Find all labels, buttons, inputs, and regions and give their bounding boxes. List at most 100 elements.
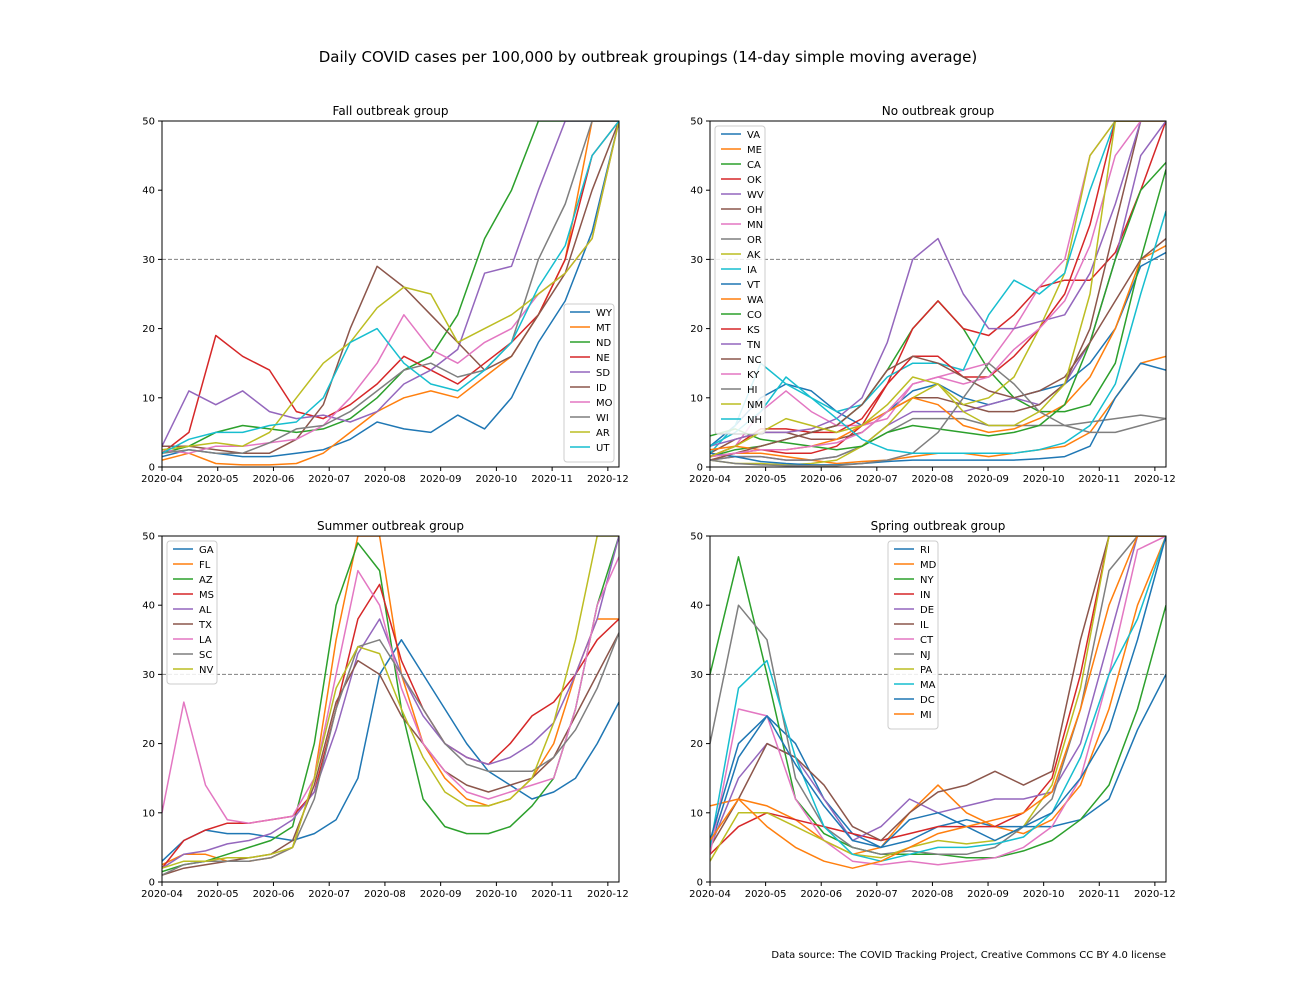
legend-label: WY (596, 308, 613, 319)
series-group (710, 121, 1166, 467)
axes-frame (709, 535, 1167, 883)
y-tick-label: 50 (142, 117, 155, 128)
y-tick-label: 20 (142, 739, 155, 750)
x-tick-label: 2020-10 (1023, 889, 1065, 900)
y-tick-label: 40 (690, 601, 703, 612)
y-tick-label: 50 (690, 532, 703, 543)
legend-label: NV (199, 665, 213, 676)
legend-label: MI (920, 710, 932, 721)
legend-label: ME (747, 145, 762, 156)
legend-label: VT (747, 280, 761, 291)
series-line-in (710, 536, 1166, 855)
series-line-ne (162, 121, 619, 454)
legend-label: HI (747, 385, 757, 396)
series-line-pa (710, 536, 1166, 862)
series-line-co (710, 161, 1166, 451)
series-line-nv (162, 536, 619, 869)
series-line-nh (710, 210, 1166, 454)
x-tick-label: 2020-04 (141, 889, 183, 900)
legend-label: DE (920, 605, 934, 616)
x-tick-label: 2020-06 (253, 889, 295, 900)
x-tick-label: 2020-05 (197, 474, 239, 485)
legend-label: IL (920, 620, 929, 631)
panel-3: Summer outbreak group 2020-04 2020-05 2020-… (141, 519, 629, 900)
legend-label: VA (747, 130, 760, 141)
legend-label: NH (747, 415, 762, 426)
legend-label: AK (747, 250, 761, 261)
legend-label: OK (747, 175, 762, 186)
legend-box (166, 540, 218, 685)
x-tick-label: 2020-10 (475, 889, 517, 900)
panel-title: Spring outbreak group (871, 519, 1006, 533)
legend-label: WI (596, 413, 609, 424)
series-line-vt (710, 362, 1166, 466)
legend-label: TN (746, 340, 761, 351)
axes-frame (709, 120, 1167, 468)
legend-label: SD (596, 368, 610, 379)
series-line-me (710, 355, 1166, 465)
y-tick-label: 30 (142, 670, 155, 681)
legend-label: WA (747, 295, 763, 306)
legend-box (714, 125, 766, 435)
y-tick-label: 0 (149, 463, 155, 474)
y-tick-label: 10 (690, 808, 703, 819)
legend-label: AZ (199, 575, 213, 586)
x-tick-label: 2020-07 (308, 889, 350, 900)
x-tick-label: 2020-05 (745, 889, 787, 900)
series-line-ks (710, 121, 1166, 458)
y-tick-label: 30 (142, 255, 155, 266)
series-line-nj (710, 536, 1166, 856)
series-line-ma (710, 536, 1166, 862)
series-line-sc (162, 632, 619, 876)
y-tick-label: 20 (690, 324, 703, 335)
legend-label: AR (596, 428, 610, 439)
x-tick-label: 2020-11 (1078, 889, 1120, 900)
x-tick-label: 2020-05 (197, 889, 239, 900)
series-group (710, 536, 1166, 869)
x-tick-label: 2020-04 (689, 889, 731, 900)
legend-label: MO (596, 398, 613, 409)
series-line-ut (162, 121, 619, 454)
series-line-mi (710, 536, 1166, 869)
series-line-va (710, 251, 1166, 447)
series-line-wv (710, 121, 1166, 461)
legend-label: CT (920, 635, 934, 646)
legend-label: NM (747, 400, 763, 411)
y-tick-label: 50 (142, 532, 155, 543)
x-tick-label: 2020-09 (967, 474, 1009, 485)
x-tick-label: 2020-04 (689, 474, 731, 485)
legend-box (887, 540, 939, 730)
series-line-nd (162, 121, 619, 454)
legend-label: MS (199, 590, 214, 601)
x-tick-label: 2020-12 (587, 474, 629, 485)
y-tick-label: 30 (690, 670, 703, 681)
x-tick-label: 2020-08 (912, 474, 954, 485)
legend-label: KS (747, 325, 760, 336)
series-group (162, 121, 619, 466)
y-tick-label: 0 (697, 463, 703, 474)
legend-label: KY (747, 370, 760, 381)
series-line-ky (710, 121, 1166, 458)
series-line-sd (162, 121, 619, 447)
panel-1: Fall outbreak group 2020-04 2020-05 2020-06… (141, 104, 629, 485)
y-tick-label: 30 (690, 255, 703, 266)
x-tick-label: 2020-07 (856, 474, 898, 485)
x-tick-label: 2020-11 (1078, 474, 1120, 485)
y-tick-label: 20 (690, 739, 703, 750)
series-line-tn (710, 121, 1166, 447)
legend-label: MD (920, 560, 937, 571)
legend-label: OR (747, 235, 762, 246)
legend-label: NC (747, 355, 761, 366)
series-line-nc (710, 238, 1166, 461)
legend-label: TX (198, 620, 212, 631)
legend: WY MT ND NE SD ID MO WI AR UT (563, 303, 615, 463)
series-line-il (710, 536, 1166, 848)
series-line-ok (710, 121, 1166, 458)
legend-label: NY (920, 575, 934, 586)
y-tick-label: 10 (690, 393, 703, 404)
x-tick-label: 2020-09 (967, 889, 1009, 900)
y-tick-label: 10 (142, 393, 155, 404)
legend-label: DC (920, 695, 935, 706)
y-tick-label: 10 (142, 808, 155, 819)
legend-label: MA (920, 680, 936, 691)
